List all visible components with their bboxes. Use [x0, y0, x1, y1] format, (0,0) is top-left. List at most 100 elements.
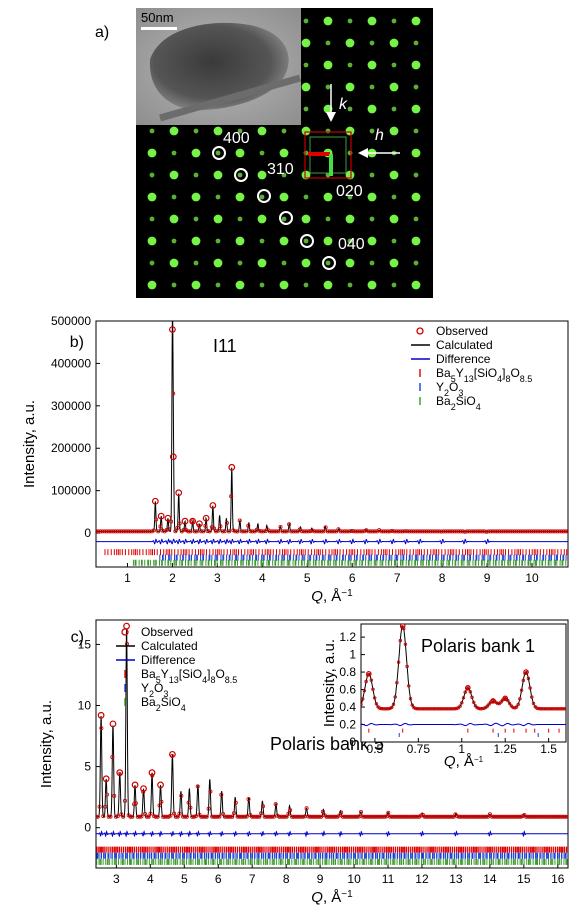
- observed-point: [458, 704, 462, 708]
- observed-point: [430, 529, 435, 534]
- observed-point: [240, 814, 245, 819]
- observed-point: [471, 529, 476, 534]
- observed-point: [559, 529, 564, 534]
- observed-point: [201, 529, 206, 534]
- observed-point: [115, 814, 120, 819]
- diffraction-spot: [323, 192, 333, 202]
- diffraction-spot: [391, 62, 397, 68]
- observed-point: [516, 529, 521, 534]
- observed-point: [262, 814, 267, 819]
- diffraction-spot: [325, 216, 331, 222]
- observed-point: [548, 707, 553, 711]
- observed-point: [493, 529, 498, 534]
- diffraction-spot: [367, 16, 377, 26]
- observed-point: [175, 814, 180, 819]
- observed-point: [463, 690, 467, 694]
- observed-point: [351, 529, 356, 534]
- observed-peak-point: [131, 781, 139, 789]
- diffraction-spot: [413, 216, 419, 222]
- diffraction-spot: [369, 40, 375, 46]
- x-tick-label: 3: [113, 872, 120, 886]
- observed-point: [347, 529, 352, 534]
- observed-point: [443, 707, 447, 711]
- observed-point: [550, 707, 554, 711]
- y-tick-label: 10: [78, 699, 92, 713]
- observed-point: [181, 814, 186, 819]
- observed-peak-point: [189, 517, 197, 525]
- observed-point: [224, 814, 229, 819]
- observed-point: [429, 707, 433, 711]
- observed-point: [429, 814, 434, 819]
- diffraction-spot: [345, 126, 355, 136]
- observed-point: [357, 814, 362, 819]
- panel-a-letter: a): [95, 24, 109, 41]
- observed-point: [531, 529, 536, 534]
- observed-point: [484, 529, 489, 534]
- observed-point: [425, 707, 430, 711]
- observed-point: [319, 529, 324, 534]
- panel-b-letter: b): [70, 334, 84, 351]
- observed-point: [226, 814, 231, 819]
- observed-point: [538, 707, 543, 711]
- observed-point: [205, 529, 210, 534]
- observed-point: [128, 814, 133, 819]
- observed-point: [259, 811, 264, 816]
- diffraction-spot: [257, 126, 267, 136]
- observed-point: [214, 529, 219, 534]
- observed-point: [510, 529, 515, 534]
- observed-point: [533, 814, 538, 819]
- observed-point: [104, 792, 109, 797]
- observed-point: [190, 519, 195, 524]
- observed-peak-point: [175, 489, 183, 497]
- observed-point: [563, 529, 568, 534]
- observed-point: [396, 529, 401, 534]
- observed-point: [286, 811, 291, 816]
- circle-400: [212, 146, 226, 160]
- label-040: 040: [338, 236, 365, 253]
- observed-point: [173, 529, 178, 534]
- observed-point: [312, 529, 317, 534]
- observed-point: [476, 814, 481, 819]
- diffraction-spot: [323, 236, 333, 246]
- x-tick-label: 1: [124, 571, 131, 585]
- observed-point: [344, 814, 349, 819]
- observed-point: [516, 702, 520, 707]
- diffraction-spot: [301, 126, 311, 136]
- observed-point: [556, 814, 561, 819]
- observed-point: [564, 707, 566, 711]
- observed-point: [488, 529, 493, 534]
- observed-point: [271, 814, 276, 819]
- observed-point: [548, 529, 553, 534]
- observed-point: [482, 529, 487, 534]
- diffraction-spot: [323, 104, 333, 114]
- observed-point: [404, 814, 409, 819]
- diffraction-spot: [413, 260, 419, 266]
- y-tick-label: 15: [78, 637, 92, 651]
- observed-peak-point: [140, 785, 147, 792]
- observed-point: [431, 707, 435, 711]
- observed-point: [144, 814, 149, 819]
- observed-point: [230, 814, 235, 819]
- observed-point: [437, 529, 442, 534]
- observed-point: [561, 529, 566, 534]
- observed-point: [168, 813, 173, 818]
- diffraction-spot: [237, 128, 243, 134]
- observed-point: [342, 529, 347, 534]
- observed-point: [518, 814, 523, 819]
- plot-frame: [95, 619, 569, 869]
- observed-point: [410, 703, 414, 707]
- x-tick-label: 5: [304, 571, 311, 585]
- observed-point: [382, 814, 387, 819]
- observed-point: [513, 706, 517, 710]
- h-vector: [308, 152, 330, 156]
- diffraction-spot: [413, 84, 419, 90]
- observed-point: [112, 793, 117, 798]
- observed-point: [445, 529, 450, 534]
- legend-phase1-label: Ba5Y13[SiO4]8O8.5: [141, 667, 237, 685]
- observed-point: [295, 529, 300, 534]
- observed-point: [121, 814, 126, 819]
- observed-point: [417, 529, 422, 534]
- plot-frame: [95, 320, 569, 568]
- scale-bar-label: 50nm: [141, 10, 174, 25]
